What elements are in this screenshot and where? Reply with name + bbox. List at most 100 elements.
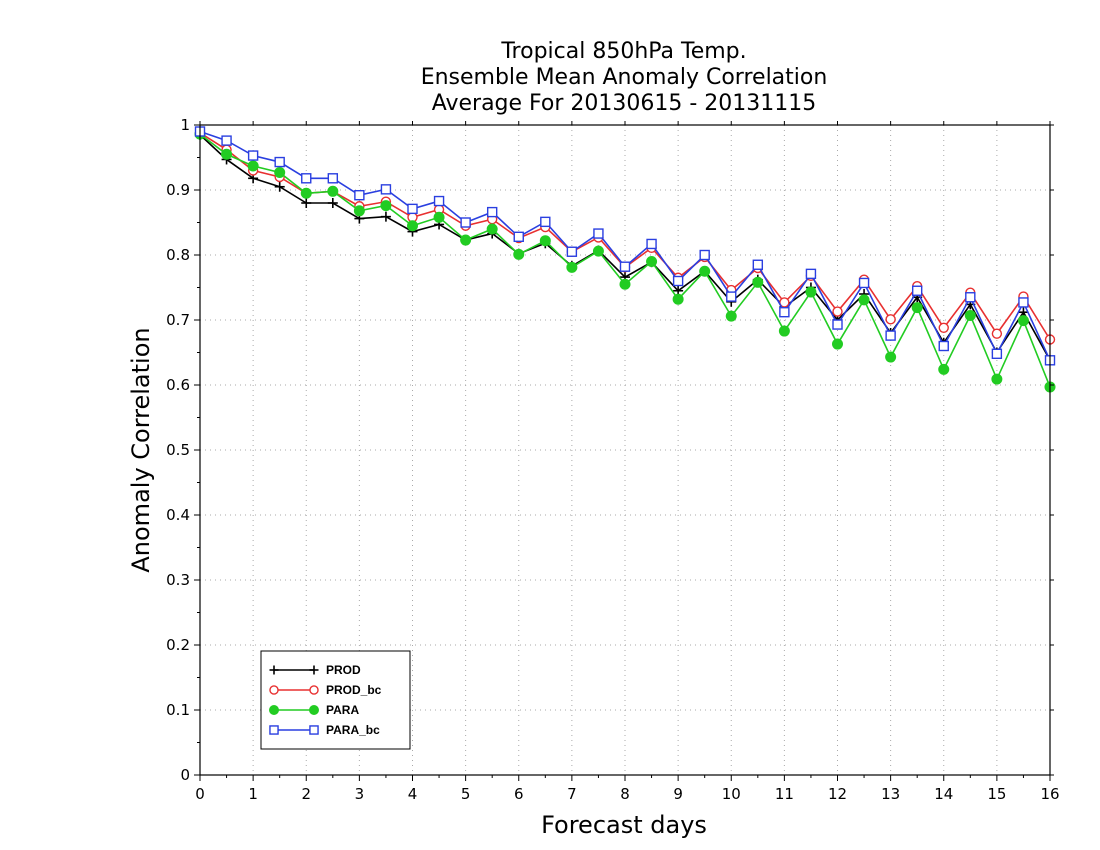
point-para-bc (486, 206, 498, 218)
point-para (327, 185, 339, 197)
legend-marker-para-bc (269, 725, 279, 735)
x-tick-label: 6 (514, 785, 524, 803)
point-para-bc (938, 340, 949, 352)
point-prod-bc (991, 328, 1003, 339)
y-tick-label: 0.4 (166, 506, 190, 524)
legend-label-prod-bc: PROD_bc (326, 683, 382, 697)
point-para-bc (327, 173, 339, 184)
point-para (486, 223, 498, 235)
point-para-bc (247, 150, 259, 161)
series-para-bc (194, 126, 1056, 366)
x-tick-label: 15 (987, 785, 1006, 803)
point-para (938, 363, 950, 375)
y-tick-label: 0.8 (166, 246, 190, 264)
legend-marker-prod (269, 665, 279, 675)
point-para (699, 265, 711, 277)
point-para-bc (965, 292, 976, 303)
y-tick-label: 0.6 (166, 376, 190, 394)
point-prod-bc (885, 314, 896, 325)
legend-marker-prod-bc (309, 685, 319, 695)
point-para-bc (433, 195, 445, 207)
legend-label-para: PARA (326, 703, 359, 717)
point-para (885, 351, 897, 363)
x-tick-label: 8 (620, 785, 630, 803)
series-layer (194, 126, 1056, 393)
axis-ticks: 0 1 2 3 4 5 6 7 8 9 10 11 12 13 14 15 1600.10.20.30.40.5… (166, 116, 1059, 803)
point-para (221, 148, 233, 160)
point-para (274, 166, 286, 178)
point-para-bc (540, 216, 551, 228)
point-para-bc (672, 275, 684, 287)
x-tick-label: 10 (722, 785, 741, 803)
y-tick-label: 0.5 (166, 441, 190, 459)
chart-title: Tropical 850hPa Temp. Ensemble Mean Anom… (421, 39, 828, 116)
point-para-bc (380, 184, 392, 195)
x-tick-label: 5 (461, 785, 471, 803)
title-line-2: Ensemble Mean Anomaly Correlation (421, 65, 828, 90)
point-prod (380, 211, 391, 222)
y-axis-title: Anomaly Correlation (127, 327, 155, 572)
point-para (991, 373, 1003, 385)
legend-label-prod: PROD (326, 663, 361, 677)
point-para-bc (991, 348, 1003, 359)
x-tick-label: 12 (828, 785, 847, 803)
title-line-1: Tropical 850hPa Temp. (500, 39, 746, 64)
point-prod-bc (832, 306, 843, 317)
y-tick-label: 0.2 (166, 636, 190, 654)
point-para (911, 302, 923, 314)
point-para (513, 248, 525, 260)
legend-marker-para (309, 705, 319, 715)
x-tick-label: 13 (881, 785, 900, 803)
point-prod-bc (779, 297, 790, 308)
x-axis-title: Forecast days (541, 811, 707, 839)
point-para (247, 160, 259, 172)
series-line-prod (199, 134, 1051, 361)
point-para (805, 286, 817, 298)
point-para (725, 310, 737, 322)
legend-entry-para: PARA (269, 703, 359, 717)
legend-entry-prod: PROD (269, 663, 361, 677)
point-para-bc (805, 268, 817, 280)
point-para (353, 205, 365, 217)
point-para (592, 245, 604, 257)
legend-box (260, 650, 411, 750)
point-para (832, 338, 843, 350)
point-para-bc (301, 173, 312, 184)
point-para-bc (699, 249, 710, 261)
y-tick-label: 1 (180, 116, 190, 134)
point-para (433, 211, 445, 223)
x-tick-label: 16 (1040, 785, 1059, 803)
point-para (672, 293, 684, 305)
legend-entry-prod-bc: PROD_bc (269, 683, 382, 697)
point-para (300, 187, 312, 199)
point-para (619, 278, 631, 290)
grid (200, 125, 1050, 775)
x-tick-label: 0 (195, 785, 205, 803)
point-para-bc (407, 203, 418, 215)
legend: PROD PROD_bc PARA PARA_bc (260, 650, 411, 750)
point-para-bc (779, 307, 790, 318)
point-para-bc (221, 135, 232, 146)
point-para (539, 235, 551, 247)
legend-label-para-bc: PARA_bc (326, 723, 380, 737)
point-para (1017, 315, 1029, 327)
point-para-bc (619, 261, 631, 272)
point-prod (301, 198, 312, 208)
x-tick-label: 4 (408, 785, 418, 803)
x-tick-label: 14 (934, 785, 953, 803)
point-para (407, 220, 418, 232)
point-para-bc (566, 246, 578, 257)
x-tick-label: 7 (567, 785, 577, 803)
title-line-3: Average For 20130615 - 20131115 (432, 91, 817, 116)
point-para-bc (646, 238, 657, 250)
x-tick-label: 9 (673, 785, 683, 803)
y-tick-label: 0.9 (166, 181, 190, 199)
point-prod (274, 181, 285, 192)
point-para (964, 309, 976, 321)
point-para-bc (911, 285, 923, 296)
legend-entry-para-bc: PARA_bc (269, 723, 380, 737)
point-para (778, 325, 790, 337)
point-para-bc (752, 259, 764, 270)
point-para (646, 256, 658, 267)
